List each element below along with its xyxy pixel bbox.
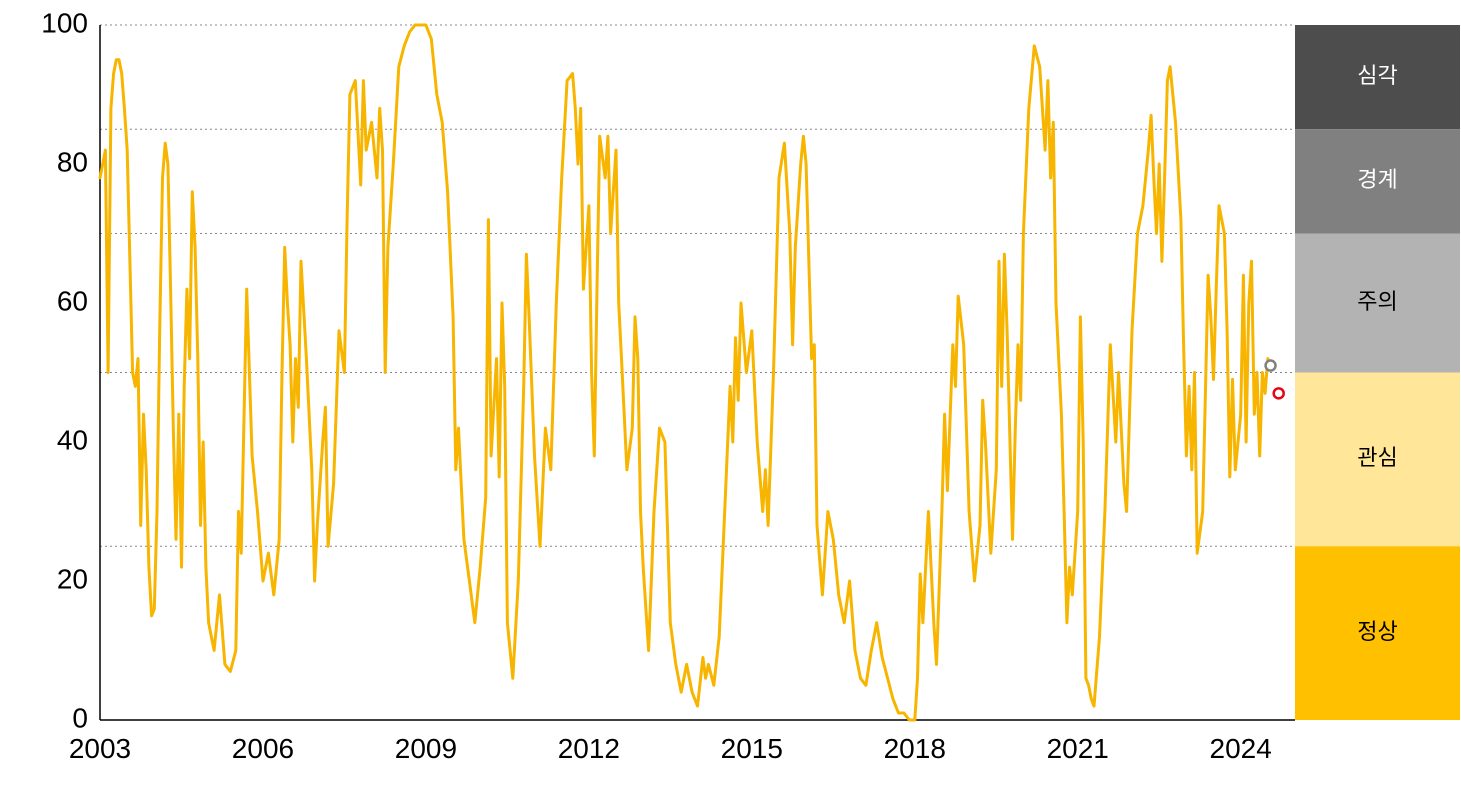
- legend-band-label-2: 주의: [1357, 289, 1397, 314]
- legend-band-label-1: 경계: [1357, 167, 1397, 192]
- y-tick-label: 0: [72, 702, 88, 733]
- x-tick-label: 2009: [395, 733, 457, 764]
- x-tick-label: 2012: [558, 733, 620, 764]
- timeseries-chart: 심각경계주의관심정상 0 20 40 60 80 100 2003 2006 2009 2012 20…: [0, 0, 1461, 793]
- chart-svg: 심각경계주의관심정상 0 20 40 60 80 100 2003 2006 2009 2012 20…: [0, 0, 1461, 793]
- y-tick-label: 80: [57, 146, 88, 177]
- marker-1: [1274, 388, 1284, 398]
- x-tick-label: 2003: [69, 733, 131, 764]
- y-tick-label: 60: [57, 285, 88, 316]
- y-tick-label: 100: [41, 7, 88, 38]
- legend-band-label-3: 관심: [1357, 445, 1397, 470]
- y-tick-label: 40: [57, 424, 88, 455]
- x-tick-label: 2015: [721, 733, 783, 764]
- x-tick-label: 2006: [232, 733, 294, 764]
- y-tick-label: 20: [57, 563, 88, 594]
- marker-0: [1266, 361, 1276, 371]
- x-tick-label: 2018: [884, 733, 946, 764]
- legend-band-label-4: 정상: [1357, 619, 1397, 644]
- legend-band-label-0: 심각: [1357, 63, 1397, 88]
- x-tick-label: 2021: [1047, 733, 1109, 764]
- x-tick-label: 2024: [1210, 733, 1272, 764]
